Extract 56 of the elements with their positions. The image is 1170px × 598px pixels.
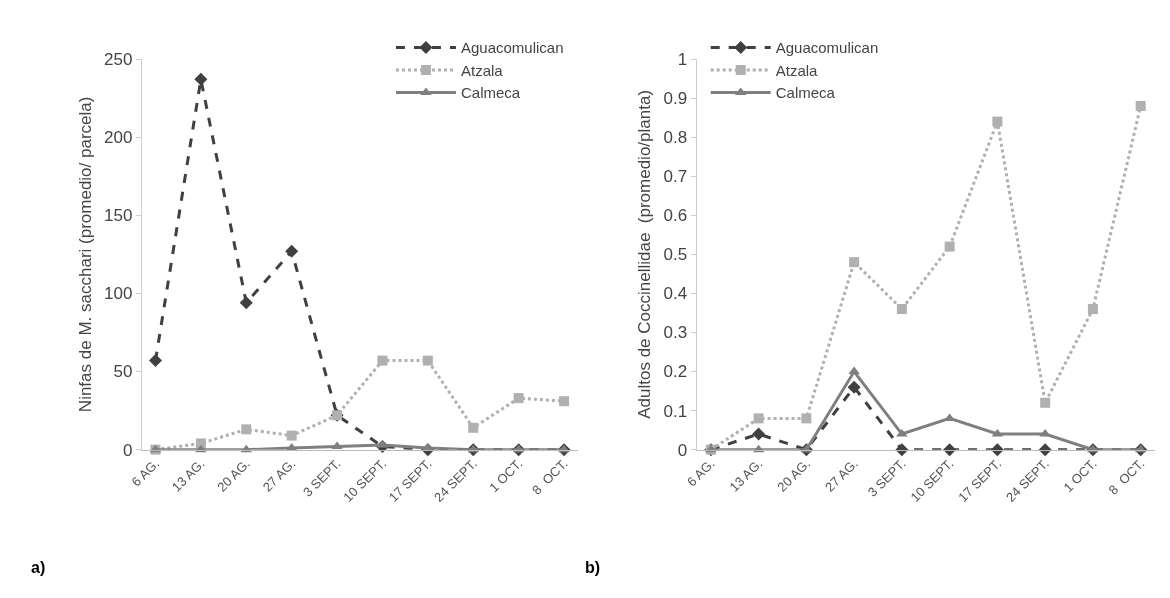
- y-tick-label: 1: [677, 50, 688, 70]
- legend-label: Calmeca: [460, 84, 521, 102]
- legend-label: Atzala: [460, 61, 504, 79]
- y-tick-label: 0.9: [663, 89, 688, 109]
- legend-label: Aguacomulican: [460, 39, 564, 57]
- x-tick-label: 27 AG.: [259, 455, 299, 495]
- y-tick-label: 0.1: [663, 401, 688, 421]
- y-tick-label: 50: [113, 362, 133, 382]
- y-tick-label: 100: [104, 284, 133, 304]
- point: [849, 257, 860, 268]
- point: [513, 393, 524, 404]
- point: [194, 72, 208, 86]
- point: [148, 354, 162, 368]
- y-tick-label: 0.4: [663, 284, 688, 304]
- point: [286, 430, 297, 441]
- x-tick-label: 13 AG.: [168, 455, 208, 495]
- point: [559, 396, 570, 407]
- y-axis-title: Ninfas de M. sacchari (promedio/ parcela): [75, 96, 95, 413]
- point: [422, 355, 433, 366]
- point: [239, 296, 253, 310]
- y-tick-label: 0.7: [663, 167, 688, 187]
- y-tick-label: 150: [104, 206, 133, 226]
- point: [285, 244, 299, 258]
- y-tick-label: 0.3: [663, 323, 688, 343]
- x-tick-label: 20 AG.: [214, 455, 253, 495]
- legend-label: Calmeca: [775, 84, 836, 102]
- point: [752, 427, 766, 441]
- point: [377, 355, 388, 366]
- x-tick-label: 27 AG.: [822, 455, 861, 495]
- point: [1040, 397, 1051, 408]
- legend-label: Atzala: [775, 61, 819, 79]
- y-tick-label: 200: [104, 128, 133, 148]
- y-tick-label: 250: [104, 50, 133, 70]
- text: b): [585, 559, 601, 576]
- point: [992, 116, 1003, 127]
- point: [1135, 100, 1146, 111]
- point: [195, 438, 206, 449]
- point: [468, 422, 479, 433]
- point: [944, 241, 955, 252]
- point: [753, 413, 764, 424]
- legend-label: Aguacomulican: [775, 39, 879, 57]
- text: a): [31, 559, 46, 576]
- point: [896, 304, 907, 315]
- y-tick-label: 0.8: [663, 128, 688, 148]
- y-tick-label: 0.2: [663, 362, 688, 382]
- point: [241, 424, 252, 435]
- point: [847, 380, 861, 394]
- y-tick-label: 0.6: [663, 206, 688, 226]
- point: [801, 413, 812, 424]
- point: [331, 441, 343, 450]
- y-tick-label: 0.5: [663, 245, 688, 265]
- point: [1087, 304, 1098, 315]
- y-axis-title: Adultos de Coccinellidae (promedio/planta): [635, 89, 655, 419]
- x-tick-label: 13 AG.: [726, 455, 766, 495]
- x-tick-label: 20 AG.: [774, 455, 814, 495]
- point: [848, 366, 860, 375]
